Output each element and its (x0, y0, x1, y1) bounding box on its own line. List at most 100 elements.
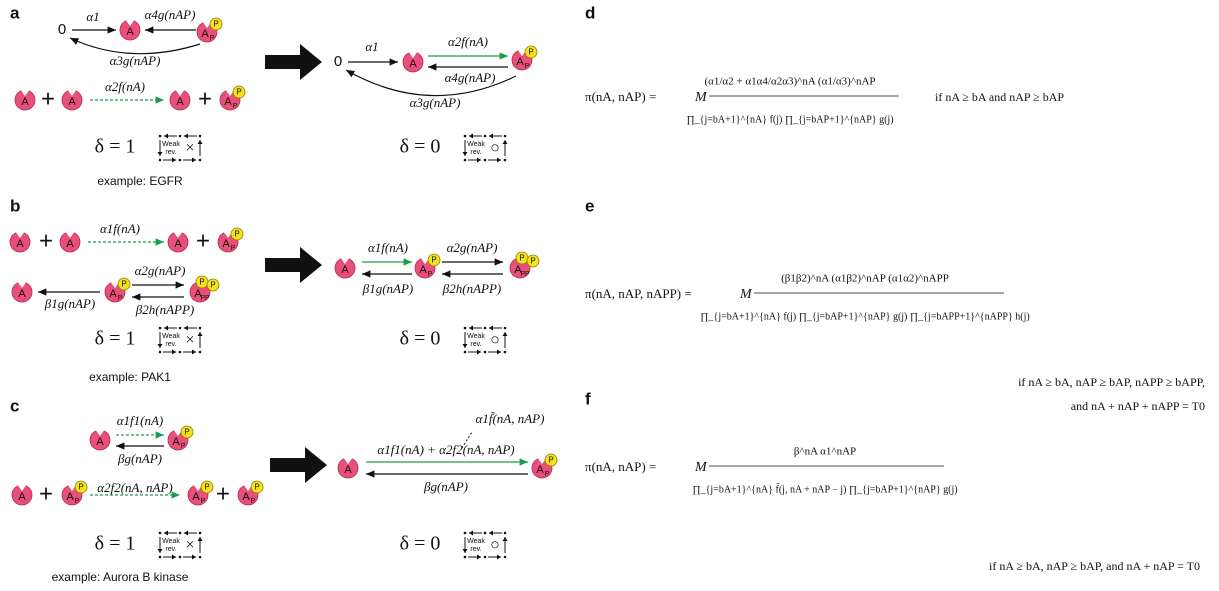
dot (504, 532, 507, 535)
big-arrow (270, 447, 327, 483)
rev-label: rev. (165, 341, 176, 348)
rev-label: rev. (470, 546, 481, 553)
panel-label: c (10, 396, 19, 415)
dot (199, 556, 202, 559)
dot (179, 532, 182, 535)
protein-label: A (176, 96, 184, 108)
label: β1g(nAP) (362, 281, 414, 296)
weak-label: Weak (162, 141, 180, 148)
figure: a0α1Aα4g(nAP)APPα3g(nAP)A+Aα2f(nA)A+APPδ… (0, 0, 1219, 591)
badge-label: P (548, 456, 553, 465)
label: α1 (86, 9, 99, 24)
dot (504, 351, 507, 354)
curved-arrow (70, 38, 200, 54)
protein-label: A (68, 96, 76, 108)
equation-m: M (694, 90, 708, 105)
dot (199, 327, 202, 330)
dot (179, 556, 182, 559)
protein-sub: P (545, 471, 550, 478)
dot (484, 532, 487, 535)
dot (199, 135, 202, 138)
protein-label: A (222, 238, 230, 250)
delta: δ = 0 (400, 328, 441, 350)
panel-label: b (10, 196, 20, 215)
plus: + (198, 85, 212, 112)
label: α1f(nA) (100, 221, 140, 236)
dot (179, 327, 182, 330)
protein-label: A (224, 96, 232, 108)
delta: δ = 1 (95, 136, 136, 158)
rev-label: rev. (165, 546, 176, 553)
badge-label: P (184, 428, 189, 437)
badge-label: P (204, 483, 209, 492)
delta: δ = 0 (400, 533, 441, 555)
protein-sub: P (428, 271, 433, 278)
numerator: (β1β2)^nA (α1β2)^nAP (α1α2)^nAPP (781, 273, 949, 285)
symbol: ○ (490, 332, 500, 349)
protein-label: A (201, 28, 209, 40)
protein-label: A (96, 436, 104, 448)
dot (484, 135, 487, 138)
badge-label: P (530, 257, 535, 266)
numerator: β^nA α1^nAP (794, 446, 856, 458)
dot (504, 327, 507, 330)
protein-sub: P (201, 498, 206, 505)
symbol: × (185, 332, 194, 349)
protein-label: A (66, 491, 74, 503)
protein-sub: P (525, 63, 530, 70)
weak-label: Weak (467, 333, 485, 340)
delta: δ = 1 (95, 533, 136, 555)
badge-label: P (213, 20, 218, 29)
dot (179, 351, 182, 354)
label: α2f(nA) (448, 34, 488, 49)
label: α2g(nAP) (447, 240, 498, 255)
protein-sub: PP (200, 295, 210, 302)
symbol: × (185, 537, 194, 554)
condition: if nA ≥ bA, nAP ≥ bAP, nAPP ≥ bAPP, (1018, 375, 1205, 389)
condition: and nA + nAP + nAPP = T0 (1071, 399, 1205, 413)
protein-sub: P (118, 295, 123, 302)
protein-sub: P (251, 498, 256, 505)
example: example: Aurora B kinase (52, 570, 189, 584)
example: example: EGFR (97, 174, 183, 188)
badge-label: P (234, 230, 239, 239)
big-arrow (265, 44, 322, 80)
label: α3g(nAP) (410, 95, 461, 110)
dot (159, 556, 162, 559)
symbol: ○ (490, 140, 500, 157)
label: β2h(nAPP) (135, 302, 194, 317)
protein-label: A (109, 288, 117, 300)
protein-sub: P (231, 245, 236, 252)
protein-label: A (174, 238, 182, 250)
numerator: (α1/α2 + α1α4/α2α3)^nA (α1/α3)^nAP (704, 76, 875, 88)
badge-label: P (254, 483, 259, 492)
equation-lhs: π(nA, nAP, nAPP) = (585, 286, 692, 301)
panel-label: d (585, 3, 595, 22)
label: β2h(nAPP) (442, 281, 501, 296)
protein-label: A (18, 288, 26, 300)
rev-label: rev. (470, 149, 481, 156)
protein-sub: P (181, 443, 186, 450)
dot (199, 532, 202, 535)
label: α2f(nA) (105, 79, 145, 94)
label: α1f1(nA) + α2f2(nA, nAP) (377, 442, 514, 457)
delta: δ = 1 (95, 328, 136, 350)
dot (484, 327, 487, 330)
equation-m: M (739, 287, 753, 302)
plus: + (216, 480, 230, 507)
label: α4g(nAP) (145, 7, 196, 22)
dot (484, 556, 487, 559)
dot (199, 159, 202, 162)
dot (484, 159, 487, 162)
badge-label: P (78, 483, 83, 492)
rev-label: rev. (470, 341, 481, 348)
dot (159, 532, 162, 535)
condition: if nA ≥ bA and nAP ≥ bAP (935, 90, 1064, 104)
symbol: × (185, 140, 194, 157)
protein-label: A (172, 436, 180, 448)
dot (179, 135, 182, 138)
symbol: ○ (490, 537, 500, 554)
example: example: PAK1 (89, 370, 171, 384)
protein-sub: P (75, 498, 80, 505)
label: α4g(nAP) (445, 70, 496, 85)
